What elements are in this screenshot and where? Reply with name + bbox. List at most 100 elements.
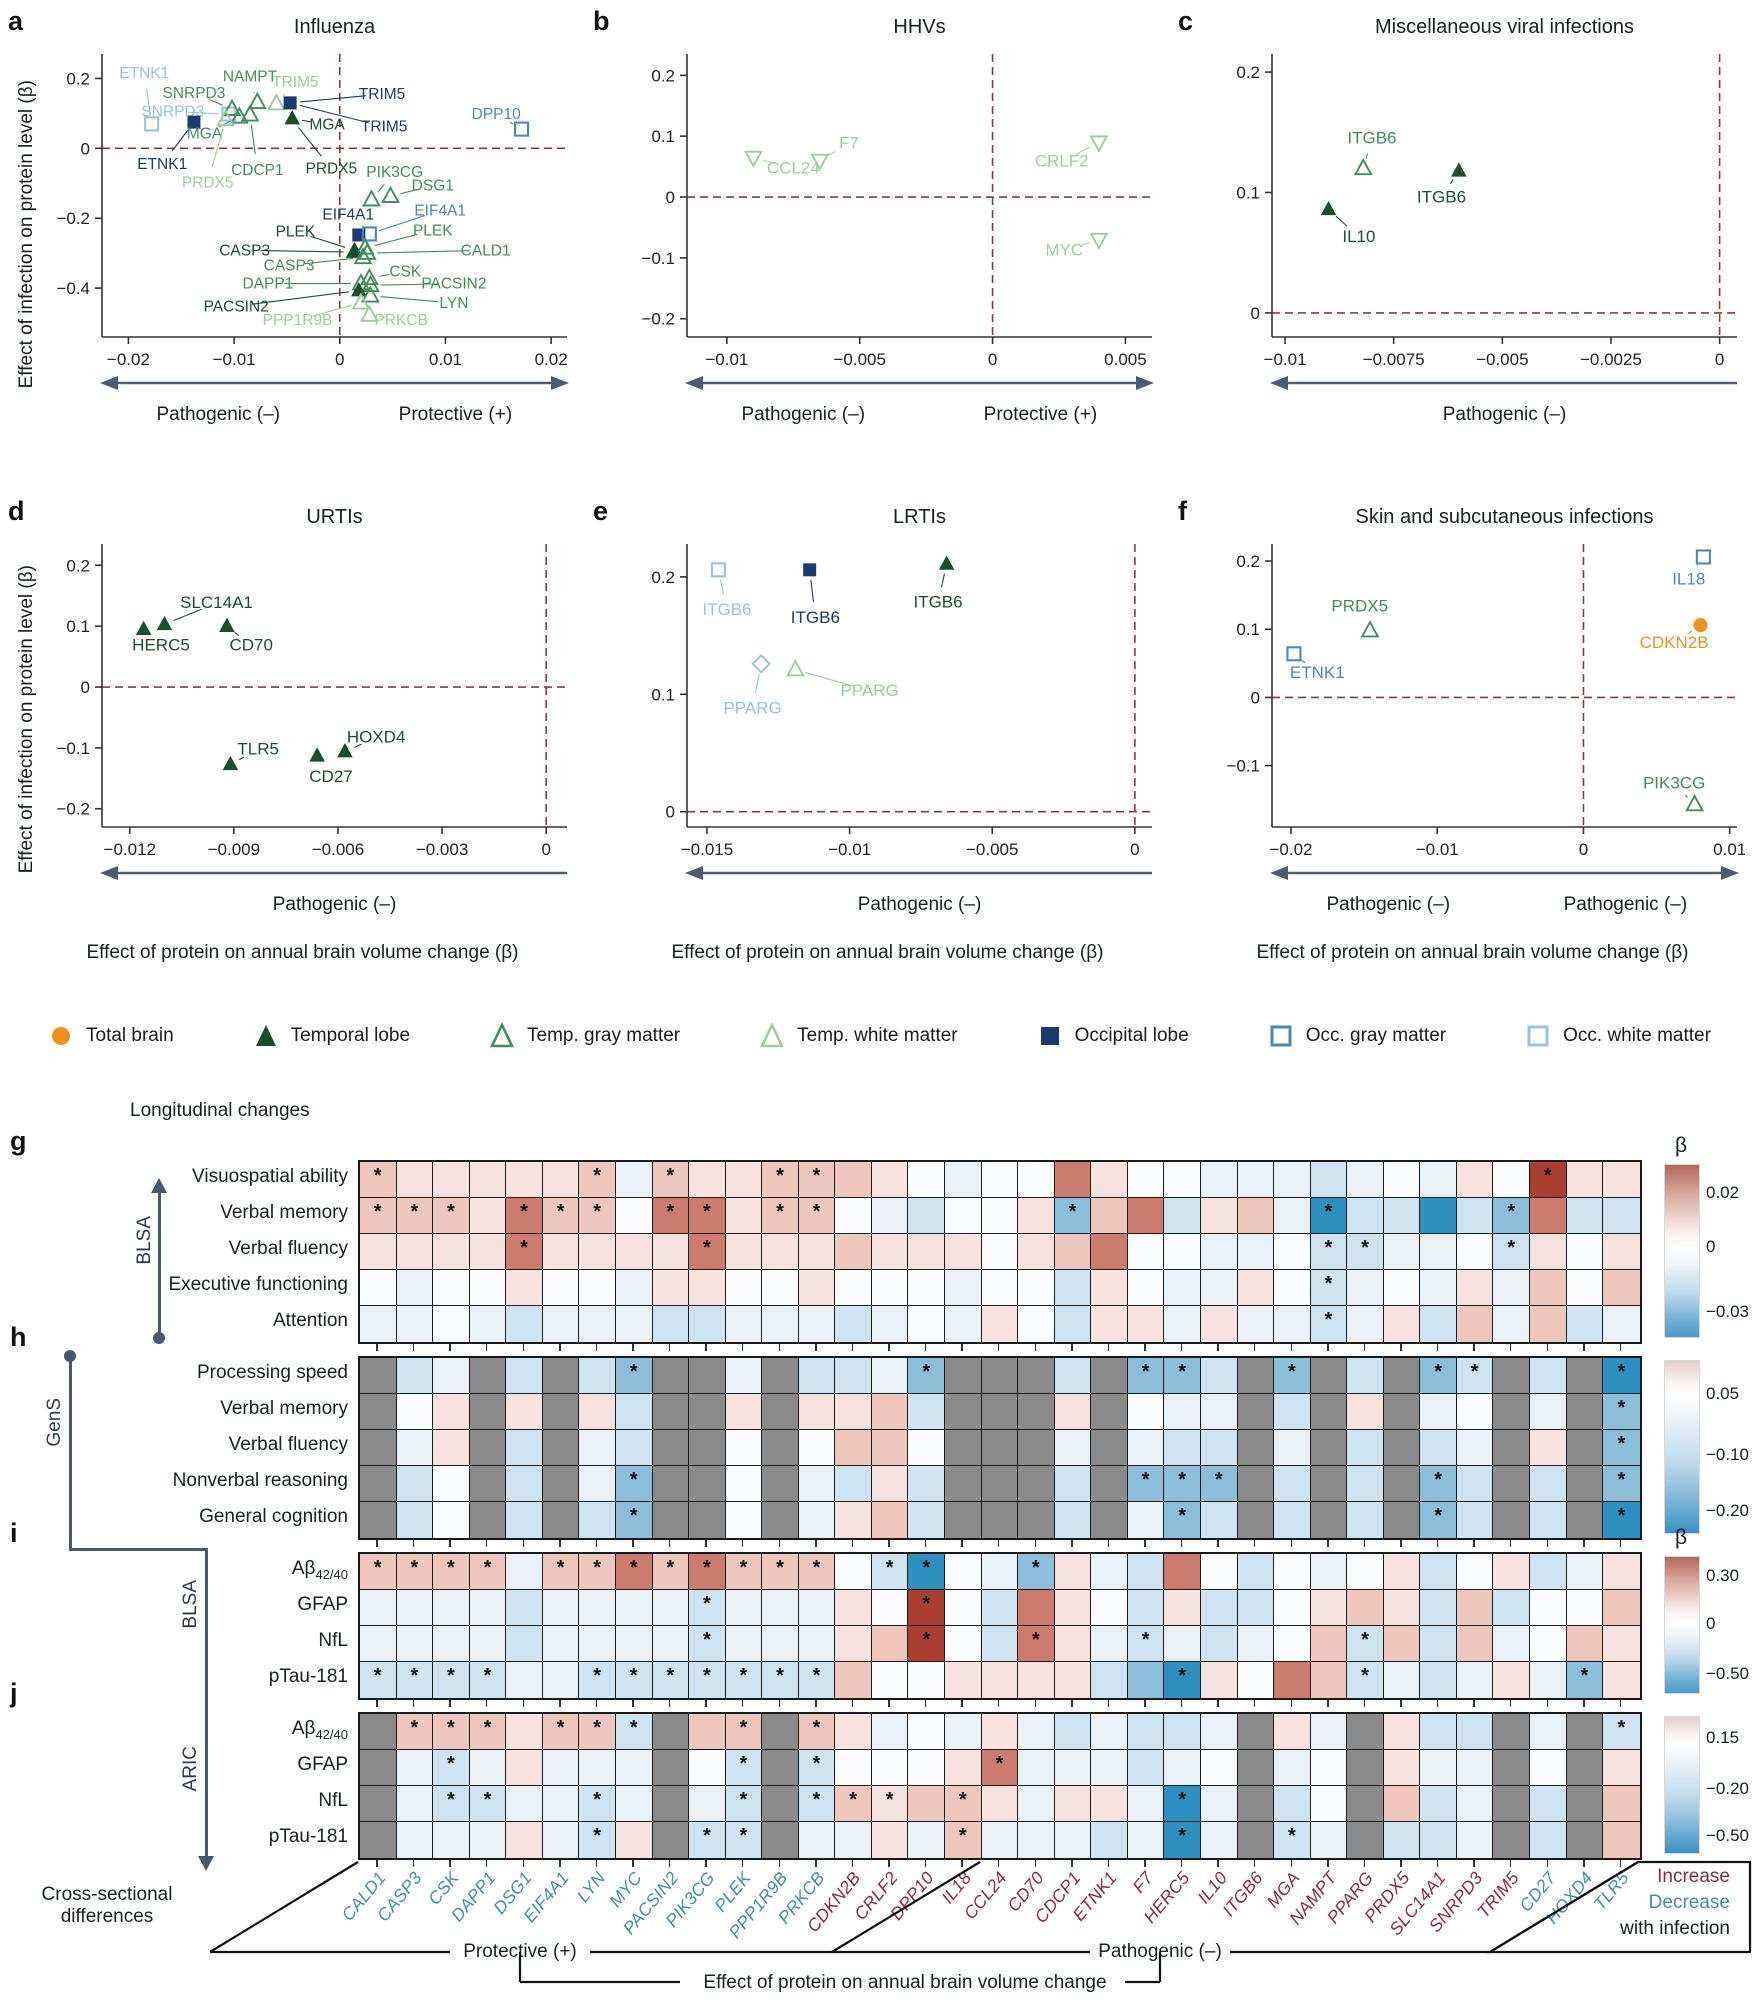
significance-star: * xyxy=(812,1753,821,1775)
heatmap-cell xyxy=(1493,1306,1530,1342)
heatmap-cell xyxy=(615,1306,653,1342)
svg-text:0.2: 0.2 xyxy=(66,69,90,88)
heatmap-cell xyxy=(360,1714,397,1750)
heatmap-cell: * xyxy=(615,1358,653,1394)
CDCP1-marker xyxy=(240,104,260,122)
heatmap-cell xyxy=(1200,1394,1238,1430)
significance-star: * xyxy=(1141,1629,1150,1651)
heatmap-cell xyxy=(396,1502,434,1538)
heatmap-cell xyxy=(1274,1394,1311,1430)
PIK3CG-label: PIK3CG xyxy=(1643,773,1705,792)
svg-text:Pathogenic (–): Pathogenic (–) xyxy=(273,894,397,915)
panel-letter-g: g xyxy=(10,1126,27,1156)
significance-star: * xyxy=(593,1665,602,1687)
heatmap-cell: * xyxy=(908,1590,945,1626)
significance-star: * xyxy=(958,1825,967,1847)
colorbar-tick: 0.15 xyxy=(1706,1727,1740,1747)
significance-star: * xyxy=(1361,1629,1369,1651)
heatmap-cell xyxy=(908,1662,945,1698)
heatmap-cell xyxy=(1530,1786,1567,1822)
heatmap-axis-tick xyxy=(412,1344,415,1351)
blsa-g-line xyxy=(158,1192,161,1334)
heatmap-cell xyxy=(798,1270,836,1306)
PRDX5-marker xyxy=(216,108,236,127)
heatmap-cell: * xyxy=(396,1714,434,1750)
heatmap-cell xyxy=(542,1162,580,1198)
heatmap-axis-tick xyxy=(1253,1860,1256,1867)
CASP3-marker xyxy=(353,246,373,265)
heatmap-cell: * xyxy=(1310,1234,1348,1270)
PLEK-label: PLEK xyxy=(413,222,453,239)
EIF4A1-marker xyxy=(361,226,377,242)
heatmap-cell xyxy=(506,1714,543,1750)
heatmap-cell xyxy=(908,1198,945,1234)
heatmap-cell xyxy=(1456,1270,1494,1306)
colorbar-tick: 0.30 xyxy=(1706,1566,1740,1586)
heatmap-cell xyxy=(469,1306,507,1342)
heatmap-cell xyxy=(615,1590,653,1626)
heatmap-cell xyxy=(396,1270,434,1306)
significance-star: * xyxy=(1178,1505,1187,1527)
heatmap-cell xyxy=(945,1394,982,1430)
panel-title-b: HHVs xyxy=(893,16,946,38)
heatmap-cell xyxy=(908,1430,945,1466)
significance-star: * xyxy=(702,1825,711,1847)
heatmap-cell xyxy=(945,1430,982,1466)
heatmap-cell xyxy=(1420,1714,1457,1750)
heatmap-cell xyxy=(433,1626,470,1662)
heatmap-j: * * * * * * * * * * * * * * * * * * * * * * * * * * * * xyxy=(358,1712,1642,1860)
svg-text:0.2: 0.2 xyxy=(1236,63,1260,82)
heatmap-cell xyxy=(1310,1822,1348,1858)
heatmap-row-h-1: * xyxy=(360,1394,1640,1430)
heatmap-cell xyxy=(1054,1430,1092,1466)
heatmap-cell: * xyxy=(433,1714,470,1750)
heatmap-row-i-2: * * * * * xyxy=(360,1626,1640,1662)
svg-text:0.1: 0.1 xyxy=(1236,183,1260,202)
heatmap-axis-tick xyxy=(1509,1540,1512,1547)
heatmap-cell xyxy=(689,1750,726,1786)
heatmap-cell: * xyxy=(689,1626,726,1662)
heatmap-axis-tick xyxy=(559,1860,561,1867)
HERC5-marker xyxy=(135,620,152,636)
heatmap-cell xyxy=(1493,1162,1530,1198)
heatmap-cell xyxy=(1347,1394,1384,1430)
heatmap-cell: * xyxy=(615,1466,653,1502)
svg-text:0: 0 xyxy=(1130,840,1139,859)
heatmap-cell xyxy=(1018,1162,1055,1198)
panel-title-d: URTIs xyxy=(306,506,363,528)
heatmap-axis-tick xyxy=(1546,1860,1549,1867)
heatmap-cell xyxy=(579,1750,616,1786)
heatmap-cell xyxy=(871,1358,909,1394)
heatmap-cell xyxy=(1347,1270,1384,1306)
heatmap-cell xyxy=(1603,1198,1640,1234)
heatmap-cell xyxy=(762,1714,799,1750)
heatmap-cell xyxy=(762,1590,799,1626)
heatmap-cell xyxy=(1383,1358,1421,1394)
heatmap-cell xyxy=(1237,1626,1275,1662)
heatmap-cell xyxy=(1091,1662,1128,1698)
heatmap-cell xyxy=(871,1162,909,1198)
ETNK1-marker xyxy=(187,115,201,129)
heatmap-axis-tick xyxy=(668,1344,671,1351)
heatmap-cell xyxy=(725,1234,763,1270)
heatmap-axis-tick xyxy=(449,1344,451,1351)
heatmap-cell xyxy=(506,1822,543,1858)
heatmap-cell xyxy=(1603,1306,1640,1342)
heatmap-axis-tick xyxy=(595,1860,598,1867)
heatmap-cell xyxy=(908,1466,945,1502)
heatmap-cell: * xyxy=(798,1786,836,1822)
heatmap-axis-tick xyxy=(1436,1344,1439,1351)
scatter-plot-e: 0 0.1 0.2 −0.015 −0.01 −0.005 0 ITGB6 ITGB6 ITGB6… xyxy=(651,544,1152,915)
heatmap-cell xyxy=(871,1714,909,1750)
heatmap-cell xyxy=(835,1466,872,1502)
heatmap-cell xyxy=(1603,1234,1640,1270)
heatmap-axis-tick xyxy=(961,1540,963,1547)
svg-text:−0.2: −0.2 xyxy=(56,800,90,819)
significance-star: * xyxy=(447,1753,455,1775)
heatmap-axis-tick xyxy=(412,1700,415,1707)
significance-star: * xyxy=(702,1629,711,1651)
significance-star: * xyxy=(739,1717,748,1739)
heatmap-cell xyxy=(360,1786,397,1822)
panel-a: a Influenza 0.2 0 −0.2 −0.4 −0.02 −0.01 0 0.01 0.0… xyxy=(8,6,575,492)
heatmap-cell xyxy=(1310,1554,1348,1590)
